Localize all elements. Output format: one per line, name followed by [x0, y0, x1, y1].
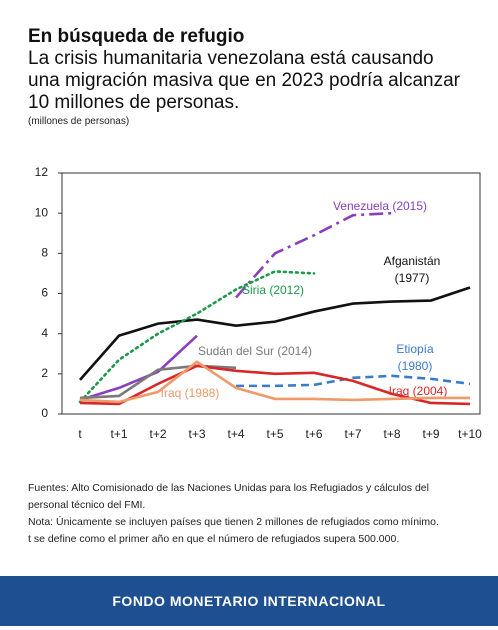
x-tick-label: t+6: [305, 427, 322, 441]
x-tick-label: t+9: [422, 427, 439, 441]
y-tick-label: 6: [41, 286, 48, 300]
series-line: [79, 360, 470, 404]
y-tick-label: 2: [41, 366, 48, 380]
notes: Fuentes: Alto Comisionado de las Nacione…: [28, 480, 468, 548]
x-tick-label: t+8: [383, 427, 400, 441]
x-tick-label: t+5: [266, 427, 283, 441]
x-tick-label: t+3: [188, 427, 205, 441]
legend-label: Etiopía (1980): [396, 342, 434, 373]
legend-label: Afganistán (1977): [384, 254, 441, 285]
subtitle: La crisis humanitaria venezolana está ca…: [28, 48, 460, 113]
x-tick-label: t+10: [458, 427, 482, 441]
legend-label: Venezuela (2015): [333, 199, 427, 213]
series-line: [79, 334, 198, 402]
note: Nota: Únicamente se incluyen países que …: [28, 516, 439, 528]
note: t se define como el primer año en que el…: [28, 533, 400, 545]
x-tick-label: t+1: [110, 427, 127, 441]
x-tick-label: t: [78, 427, 82, 441]
legend-label: Iraq (1988): [161, 386, 220, 400]
y-tick-label: 4: [41, 326, 48, 340]
chart: 0 2 4 6 8 10 12 t t+1 t+2 t+3 t+4 t+5 t+6 t+7 t+8 t+9 t+1…: [35, 165, 483, 441]
title: En búsqueda de refugio: [28, 26, 245, 47]
y-tick-label: 10: [35, 205, 49, 219]
series-line: [236, 374, 471, 388]
y-axis-label: (millones de personas): [28, 116, 130, 127]
series-line: [235, 211, 393, 299]
note: Fuentes: Alto Comisionado de las Nacione…: [28, 482, 429, 511]
legend-label: Iraq (2004): [389, 384, 448, 398]
x-tick-label: t+7: [344, 427, 361, 441]
legend-label: Sudán del Sur (2014): [198, 344, 312, 358]
legend-label: Siria (2012): [242, 283, 304, 297]
y-tick-label: 0: [41, 406, 48, 420]
x-tick-label: t+2: [149, 427, 166, 441]
footer: FONDO MONETARIO INTERNACIONAL: [0, 576, 498, 626]
series-line: [79, 286, 471, 381]
y-tick-label: 12: [35, 165, 49, 179]
series-line: [79, 364, 471, 406]
series-line: [78, 270, 316, 404]
x-tick-label: t+4: [227, 427, 244, 441]
y-tick-label: 8: [41, 246, 48, 260]
